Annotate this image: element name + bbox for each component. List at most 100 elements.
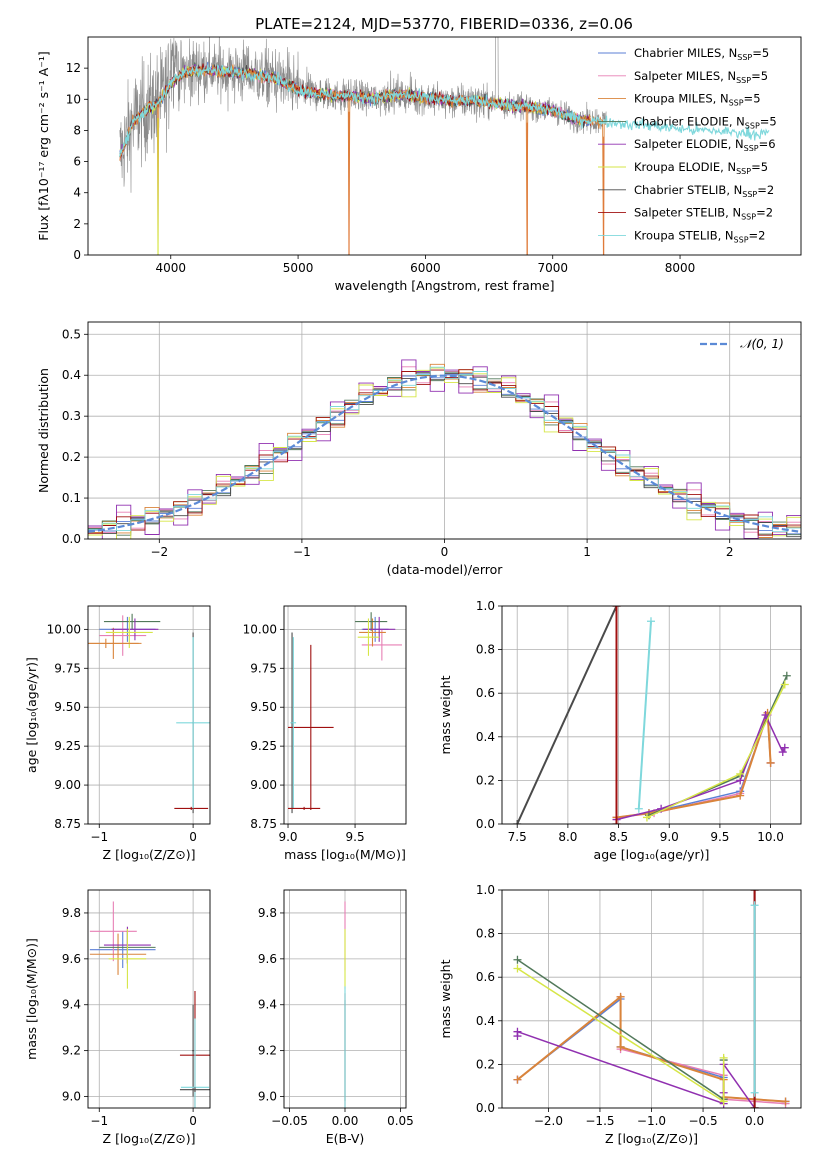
series-salpeter-stelib bbox=[612, 606, 621, 824]
errorbar-kroupa-elodie bbox=[357, 618, 380, 656]
x-tick-label: −0.05 bbox=[271, 1114, 308, 1128]
plot-area bbox=[89, 901, 210, 1108]
point-marker bbox=[780, 680, 789, 689]
fit-kroupa-stelib bbox=[119, 64, 770, 157]
errorbar-kroupa-stelib bbox=[176, 637, 210, 809]
x-tick-label: 8.0 bbox=[558, 830, 577, 844]
residuals-legend: 𝒩(0, 1) bbox=[700, 337, 784, 351]
legend-entry: Kroupa STELIB, NSSP=2 bbox=[634, 228, 766, 244]
errorbar-salpeter-stelib bbox=[174, 806, 209, 810]
spectrum-legend: Chabrier MILES, NSSP=5 Salpeter MILES, NS… bbox=[598, 46, 777, 244]
x-tick-label: 10.0 bbox=[757, 830, 784, 844]
errorbar-chabrier-stelib bbox=[179, 1087, 210, 1092]
x-tick-label: −2.0 bbox=[534, 1114, 563, 1128]
point-marker bbox=[642, 813, 651, 822]
point-marker bbox=[766, 758, 775, 767]
y-tick-label: 12 bbox=[66, 61, 81, 75]
y-tick-label: 0.0 bbox=[476, 1101, 495, 1115]
mass-vs-EBV-panel: −0.05 0.00 0.05 9.0 9.2 9.4 9.6 9.8 E(B-V) bbox=[258, 889, 414, 1146]
y-tick-label: 9.8 bbox=[258, 906, 277, 920]
y-tick-label: 9.50 bbox=[250, 700, 277, 714]
point-marker bbox=[780, 743, 789, 752]
y-tick-label: 9.2 bbox=[258, 1044, 277, 1058]
point-marker bbox=[719, 1053, 728, 1062]
y-tick-label: 0.0 bbox=[476, 817, 495, 831]
plot-area bbox=[88, 359, 801, 539]
legend-entry: Chabrier MILES, NSSP=5 bbox=[634, 46, 769, 62]
y-tick-label: 4 bbox=[73, 186, 81, 200]
y-axis-label: Normed distribution bbox=[36, 368, 51, 493]
y-tick-label: 8.75 bbox=[54, 817, 81, 831]
y-tick-label: 0.8 bbox=[476, 927, 495, 941]
x-axis-label: age [log₁₀(age/yr)] bbox=[594, 847, 710, 862]
point-marker bbox=[513, 1027, 522, 1036]
legend-entry: Salpeter ELODIE, NSSP=6 bbox=[634, 137, 776, 153]
x-axis-label: Z [log₁₀(Z/Z⊙)] bbox=[103, 847, 196, 862]
axes-frame bbox=[87, 36, 802, 256]
axes-frame bbox=[87, 321, 802, 540]
errorbar-chabrier-stelib bbox=[192, 1004, 195, 1097]
x-tick-label: 8.5 bbox=[609, 830, 628, 844]
y-tick-label: 0.4 bbox=[476, 1014, 495, 1028]
x-tick-label: 9.5 bbox=[710, 830, 729, 844]
y-tick-label: 10.00 bbox=[47, 622, 81, 636]
errorbar-kroupa-elodie bbox=[108, 929, 147, 989]
legend-entry: Kroupa MILES, NSSP=5 bbox=[634, 92, 761, 108]
point-marker bbox=[513, 820, 522, 824]
y-tick-label: 0.2 bbox=[476, 1057, 495, 1071]
point-marker bbox=[782, 671, 791, 680]
point-marker bbox=[750, 890, 759, 894]
x-tick-label: 6000 bbox=[410, 261, 441, 275]
y-tick-label: 9.4 bbox=[258, 998, 277, 1012]
y-tick-label: 10.00 bbox=[243, 622, 277, 636]
y-tick-label: 0.6 bbox=[476, 686, 495, 700]
legend-entry: Salpeter STELIB, NSSP=2 bbox=[634, 206, 773, 222]
point-marker bbox=[736, 791, 745, 800]
x-tick-label: −2 bbox=[150, 545, 168, 559]
y-tick-label: 9.2 bbox=[62, 1044, 81, 1058]
x-axis-label: E(B-V) bbox=[326, 1131, 365, 1146]
hist-kroupa-stelib bbox=[88, 366, 801, 533]
weight-vs-Z-panel: −2.0 −1.5 −1.0 −0.5 0.0 0.0 0.2 0.4 0.6 0.8 1.0 Z [… bbox=[438, 883, 802, 1146]
hist-kroupa-miles bbox=[88, 363, 801, 538]
errorbar-salpeter-stelib bbox=[288, 644, 334, 810]
x-tick-label: 0.00 bbox=[332, 1114, 359, 1128]
y-tick-label: 9.6 bbox=[258, 952, 277, 966]
y-axis-label: age [log₁₀(age/yr)] bbox=[24, 657, 39, 773]
point-marker bbox=[750, 901, 759, 910]
normal-curve bbox=[88, 374, 799, 533]
y-tick-label: 0.6 bbox=[476, 970, 495, 984]
series-kroupa-stelib bbox=[750, 901, 759, 1097]
y-axis-label: mass [log₁₀(M/M⊙)] bbox=[24, 938, 39, 1060]
y-tick-label: 9.50 bbox=[54, 700, 81, 714]
errorbar-chabrier-elodie bbox=[103, 613, 161, 630]
legend-entry: Salpeter MILES, NSSP=5 bbox=[634, 69, 768, 85]
y-tick-label: 1.0 bbox=[476, 599, 495, 613]
y-tick-label: 0 bbox=[73, 248, 81, 262]
x-tick-label: −1.0 bbox=[637, 1114, 666, 1128]
axes-frame bbox=[501, 605, 802, 825]
y-tick-label: 9.8 bbox=[62, 906, 81, 920]
y-tick-label: 0.2 bbox=[62, 450, 81, 464]
errorbar-kroupa-miles bbox=[89, 933, 147, 975]
y-tick-label: 9.75 bbox=[250, 661, 277, 675]
x-axis-label: Z [log₁₀(Z/Z⊙)] bbox=[103, 1131, 196, 1146]
y-axis-label: mass weight bbox=[438, 959, 453, 1038]
spectrum-panel: 4000 5000 6000 7000 8000 0 2 4 6 8 10 12 wavelength … bbox=[36, 36, 802, 293]
plot-area bbox=[88, 613, 210, 814]
y-tick-label: 8.75 bbox=[250, 817, 277, 831]
errorbar-salpeter-elodie bbox=[111, 618, 159, 641]
x-tick-label: −1 bbox=[293, 545, 311, 559]
y-tick-label: 10 bbox=[66, 92, 81, 106]
point-marker bbox=[513, 955, 522, 964]
y-tick-label: 9.6 bbox=[62, 952, 81, 966]
point-marker bbox=[513, 1075, 522, 1084]
y-tick-label: 9.00 bbox=[54, 778, 81, 792]
x-tick-label: 9.0 bbox=[660, 830, 679, 844]
x-tick-label: 0.0 bbox=[745, 1114, 764, 1128]
point-marker bbox=[513, 964, 522, 973]
errorbar-chabrier-elodie bbox=[355, 612, 388, 631]
x-tick-label: 1 bbox=[583, 545, 591, 559]
x-tick-label: −0.5 bbox=[688, 1114, 717, 1128]
errorbar-kroupa-miles bbox=[359, 618, 386, 647]
